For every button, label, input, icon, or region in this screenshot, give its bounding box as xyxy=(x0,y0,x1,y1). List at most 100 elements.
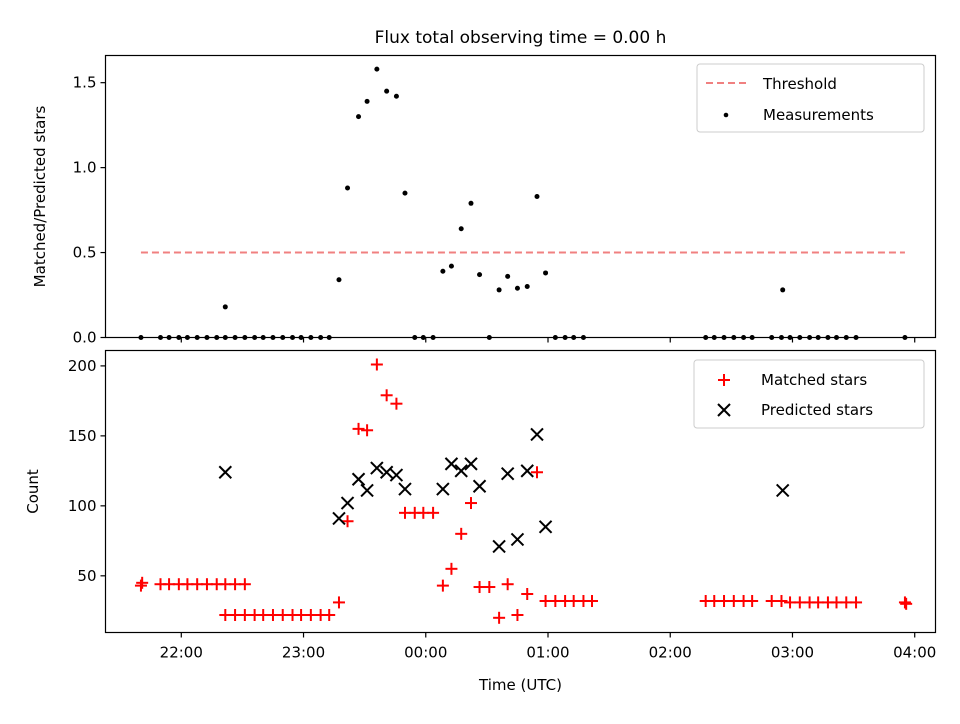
count-panel: 50 100 150 200 22:00 23:00 00:00 01:00 02:00 03:… xyxy=(24,349,937,694)
count-y-tick-label: 50 xyxy=(77,567,96,585)
measurement-point xyxy=(496,287,502,293)
count-y-tick-label: 100 xyxy=(68,497,97,515)
measurement-point xyxy=(505,273,511,279)
matched-star-point xyxy=(900,597,913,610)
measurement-point xyxy=(402,190,408,196)
predicted-star-point xyxy=(398,482,412,496)
predicted-star-point xyxy=(454,464,468,478)
legend-threshold-label: Threshold xyxy=(762,75,837,93)
predicted-star-point xyxy=(332,511,346,526)
matched-star-point xyxy=(493,611,506,624)
measurement-point xyxy=(374,66,380,72)
count-legend: Matched stars Predicted stars xyxy=(693,359,925,429)
matched-star-point xyxy=(531,466,544,479)
predicted-star-point xyxy=(444,457,459,471)
matched-star-point xyxy=(501,578,514,591)
measurement-point xyxy=(543,270,549,276)
measurement-point xyxy=(364,98,370,104)
measurement-point xyxy=(468,200,474,206)
predicted-star-point xyxy=(500,466,515,481)
legend-matched-swatch xyxy=(718,374,730,386)
legend-matched-label: Matched stars xyxy=(761,371,867,389)
count-legend-box xyxy=(693,359,925,429)
predicted-star-point xyxy=(510,532,525,547)
measurement-point xyxy=(384,88,390,94)
x-tick-label: 00:00 xyxy=(404,644,447,662)
x-tick-label: 04:00 xyxy=(893,644,936,662)
matched-star-point xyxy=(775,595,788,608)
predicted-star-point xyxy=(370,461,384,475)
x-tick-label: 01:00 xyxy=(526,644,569,662)
measurement-point xyxy=(393,93,399,99)
predicted-star-point xyxy=(530,427,544,442)
predicted-star-point xyxy=(218,465,233,479)
matched-star-point xyxy=(136,576,149,589)
matched-star-point xyxy=(390,397,403,410)
matched-star-point xyxy=(238,578,251,591)
matched-star-point xyxy=(352,422,365,435)
matched-star-point xyxy=(370,358,383,371)
x-tick-label: 23:00 xyxy=(282,644,325,662)
matched-star-point xyxy=(586,595,599,608)
x-tick-label: 22:00 xyxy=(160,644,203,662)
matched-star-point xyxy=(746,595,759,608)
predicted-star-point xyxy=(360,483,374,498)
matched-star-point xyxy=(436,579,449,592)
ratio-y-tick-label: 0.0 xyxy=(73,329,97,347)
measurement-point xyxy=(477,272,483,278)
ratio-legend: Threshold Measurements xyxy=(696,63,925,133)
legend-predicted-swatch xyxy=(717,403,731,417)
matched-star-point xyxy=(361,424,374,437)
matched-star-point xyxy=(898,596,911,609)
measurement-point xyxy=(356,114,362,120)
matched-star-point xyxy=(521,588,534,601)
count-panel-frame xyxy=(104,349,937,634)
x-tick-label: 02:00 xyxy=(649,644,692,662)
measurement-point xyxy=(345,185,351,191)
legend-measurements-label: Measurements xyxy=(763,106,874,124)
matched-star-point xyxy=(464,497,477,510)
matched-star-point xyxy=(455,527,468,540)
ratio-legend-box xyxy=(696,63,925,133)
predicted-star-point xyxy=(492,539,506,554)
matched-star-point xyxy=(445,562,458,575)
ratio-y-ticks: 0.0 0.5 1.0 1.5 xyxy=(73,74,106,347)
ratio-panel-frame xyxy=(104,54,937,339)
ratio-y-tick-label: 0.5 xyxy=(73,244,97,262)
count-y-ticks: 50 100 150 200 xyxy=(68,357,106,585)
matched-star-point xyxy=(850,596,863,609)
ratio-y-tick-label: 1.5 xyxy=(73,74,97,92)
matched-star-point xyxy=(427,506,440,519)
matched-star-point xyxy=(511,609,524,622)
legend-predicted-label: Predicted stars xyxy=(761,401,873,419)
measurement-point xyxy=(534,194,540,199)
predicted-star-point xyxy=(389,468,404,482)
measurement-point xyxy=(222,304,228,310)
measurement-point xyxy=(458,226,464,232)
ratio-y-tick-label: 1.0 xyxy=(73,159,97,177)
measurement-point xyxy=(524,284,530,290)
count-y-tick-label: 150 xyxy=(68,427,97,445)
count-x-ticks: 22:00 23:00 00:00 01:00 02:00 03:00 04:00 xyxy=(160,632,936,662)
measurement-point xyxy=(514,285,520,291)
predicted-star-point xyxy=(775,483,790,498)
predicted-star-point xyxy=(520,464,534,478)
measurement-point xyxy=(780,287,786,293)
count-y-tick-label: 200 xyxy=(68,357,97,375)
predicted-star-point xyxy=(379,465,394,479)
matched-star-point xyxy=(341,515,354,528)
x-tick-label: 03:00 xyxy=(771,644,814,662)
x-axis-label: Time (UTC) xyxy=(478,676,562,694)
count-y-axis-label: Count xyxy=(24,469,42,514)
matched-star-point xyxy=(332,596,345,609)
ratio-y-axis-label: Matched/Predicted stars xyxy=(31,106,49,288)
ratio-panel: Flux total observing time = 0.00 h 0.00.… xyxy=(31,28,937,347)
predicted-star-point xyxy=(340,496,355,510)
predicted-star-point xyxy=(464,457,478,471)
measurement-point xyxy=(440,268,446,274)
predicted-star-point xyxy=(436,482,450,496)
predicted-star-point xyxy=(351,472,366,486)
measurement-point xyxy=(336,277,342,283)
count-plot-area xyxy=(134,358,913,624)
